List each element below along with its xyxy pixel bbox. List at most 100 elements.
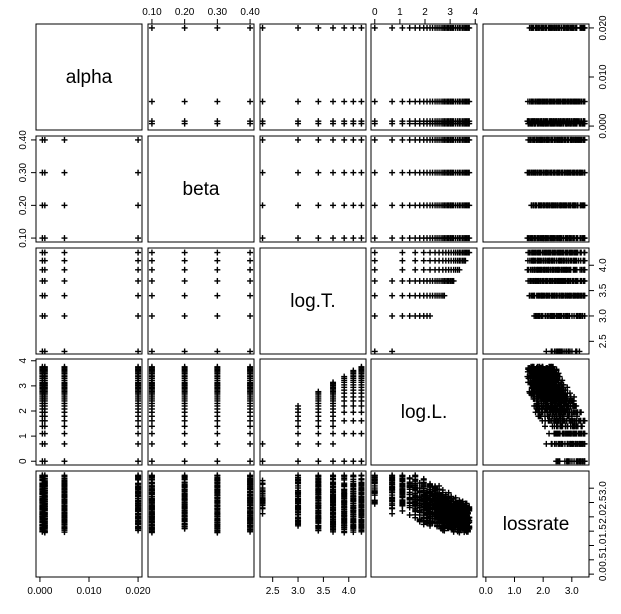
data-point — [412, 266, 419, 273]
data-point — [554, 202, 561, 209]
data-point — [389, 169, 396, 176]
data-point — [341, 98, 348, 105]
data-point — [148, 458, 155, 465]
data-point — [406, 202, 413, 209]
data-point — [466, 24, 473, 31]
data-point — [531, 118, 538, 125]
panel-frame — [370, 23, 478, 131]
panel-alpha-vs-log.L. — [370, 23, 478, 131]
data-point — [555, 235, 562, 242]
data-point — [61, 458, 68, 465]
data-point — [259, 118, 266, 125]
data-point — [330, 235, 337, 242]
data-point — [41, 277, 48, 284]
panel-alpha-vs-log.T. — [259, 23, 367, 131]
data-point — [41, 136, 48, 143]
data-point — [315, 118, 322, 125]
variable-label-log.T.: log.T. — [290, 291, 335, 312]
data-point — [559, 136, 566, 143]
data-point — [358, 235, 365, 242]
data-point — [466, 169, 473, 176]
data-point — [538, 118, 545, 125]
data-point — [350, 169, 357, 176]
panel-log.T.-vs-beta — [147, 247, 255, 355]
data-point — [247, 257, 254, 264]
data-point — [61, 136, 68, 143]
data-point — [525, 118, 532, 125]
data-point — [371, 266, 378, 273]
data-point — [41, 169, 48, 176]
data-point — [330, 202, 337, 209]
data-point — [341, 409, 348, 416]
variable-label-beta: beta — [183, 179, 220, 200]
data-point — [399, 277, 406, 284]
data-point — [406, 118, 413, 125]
data-point — [135, 169, 142, 176]
data-point — [295, 402, 302, 409]
data-point — [214, 423, 221, 430]
data-point — [61, 423, 68, 430]
data-point — [358, 458, 365, 465]
data-point — [315, 440, 322, 447]
data-point — [462, 257, 469, 264]
data-point — [135, 136, 142, 143]
data-point — [61, 257, 68, 264]
data-point — [181, 312, 188, 319]
panel-alpha-vs-lossrate — [482, 23, 590, 131]
data-point — [181, 440, 188, 447]
data-point — [399, 266, 406, 273]
data-point — [571, 202, 578, 209]
data-point — [560, 235, 567, 242]
data-point — [295, 98, 302, 105]
data-point — [330, 458, 337, 465]
data-point — [295, 235, 302, 242]
data-point — [564, 24, 571, 31]
data-point — [406, 235, 413, 242]
data-point — [420, 249, 427, 256]
data-point — [181, 458, 188, 465]
panel-frame — [35, 247, 143, 355]
data-point — [560, 98, 567, 105]
data-point — [148, 292, 155, 299]
data-point — [371, 202, 378, 209]
data-point — [259, 98, 266, 105]
data-point — [466, 98, 473, 105]
data-point — [330, 136, 337, 143]
data-point — [330, 24, 337, 31]
data-point — [389, 348, 396, 355]
data-point — [427, 249, 434, 256]
data-point — [214, 266, 221, 273]
data-point — [420, 266, 427, 273]
data-point — [214, 292, 221, 299]
data-point — [524, 235, 531, 242]
data-point — [341, 118, 348, 125]
data-point — [148, 423, 155, 430]
panel-frame — [482, 135, 590, 243]
data-point — [61, 266, 68, 273]
data-point — [214, 348, 221, 355]
data-point — [577, 235, 584, 242]
data-point — [541, 98, 548, 105]
data-point — [466, 202, 473, 209]
data-point — [358, 409, 365, 416]
data-point — [41, 202, 48, 209]
data-point — [350, 98, 357, 105]
data-point — [135, 249, 142, 256]
panel-frame — [259, 247, 367, 355]
data-point — [540, 202, 547, 209]
panel-log.L.-vs-alpha — [35, 358, 143, 466]
data-point — [259, 202, 266, 209]
data-point — [148, 24, 155, 31]
data-point — [371, 292, 378, 299]
data-point — [450, 277, 457, 284]
data-point — [399, 312, 406, 319]
panel-alpha-vs-beta — [147, 23, 255, 131]
data-point — [41, 266, 48, 273]
data-point — [148, 440, 155, 447]
data-point — [441, 292, 448, 299]
data-point — [247, 249, 254, 256]
data-point — [247, 430, 254, 437]
data-point — [295, 118, 302, 125]
